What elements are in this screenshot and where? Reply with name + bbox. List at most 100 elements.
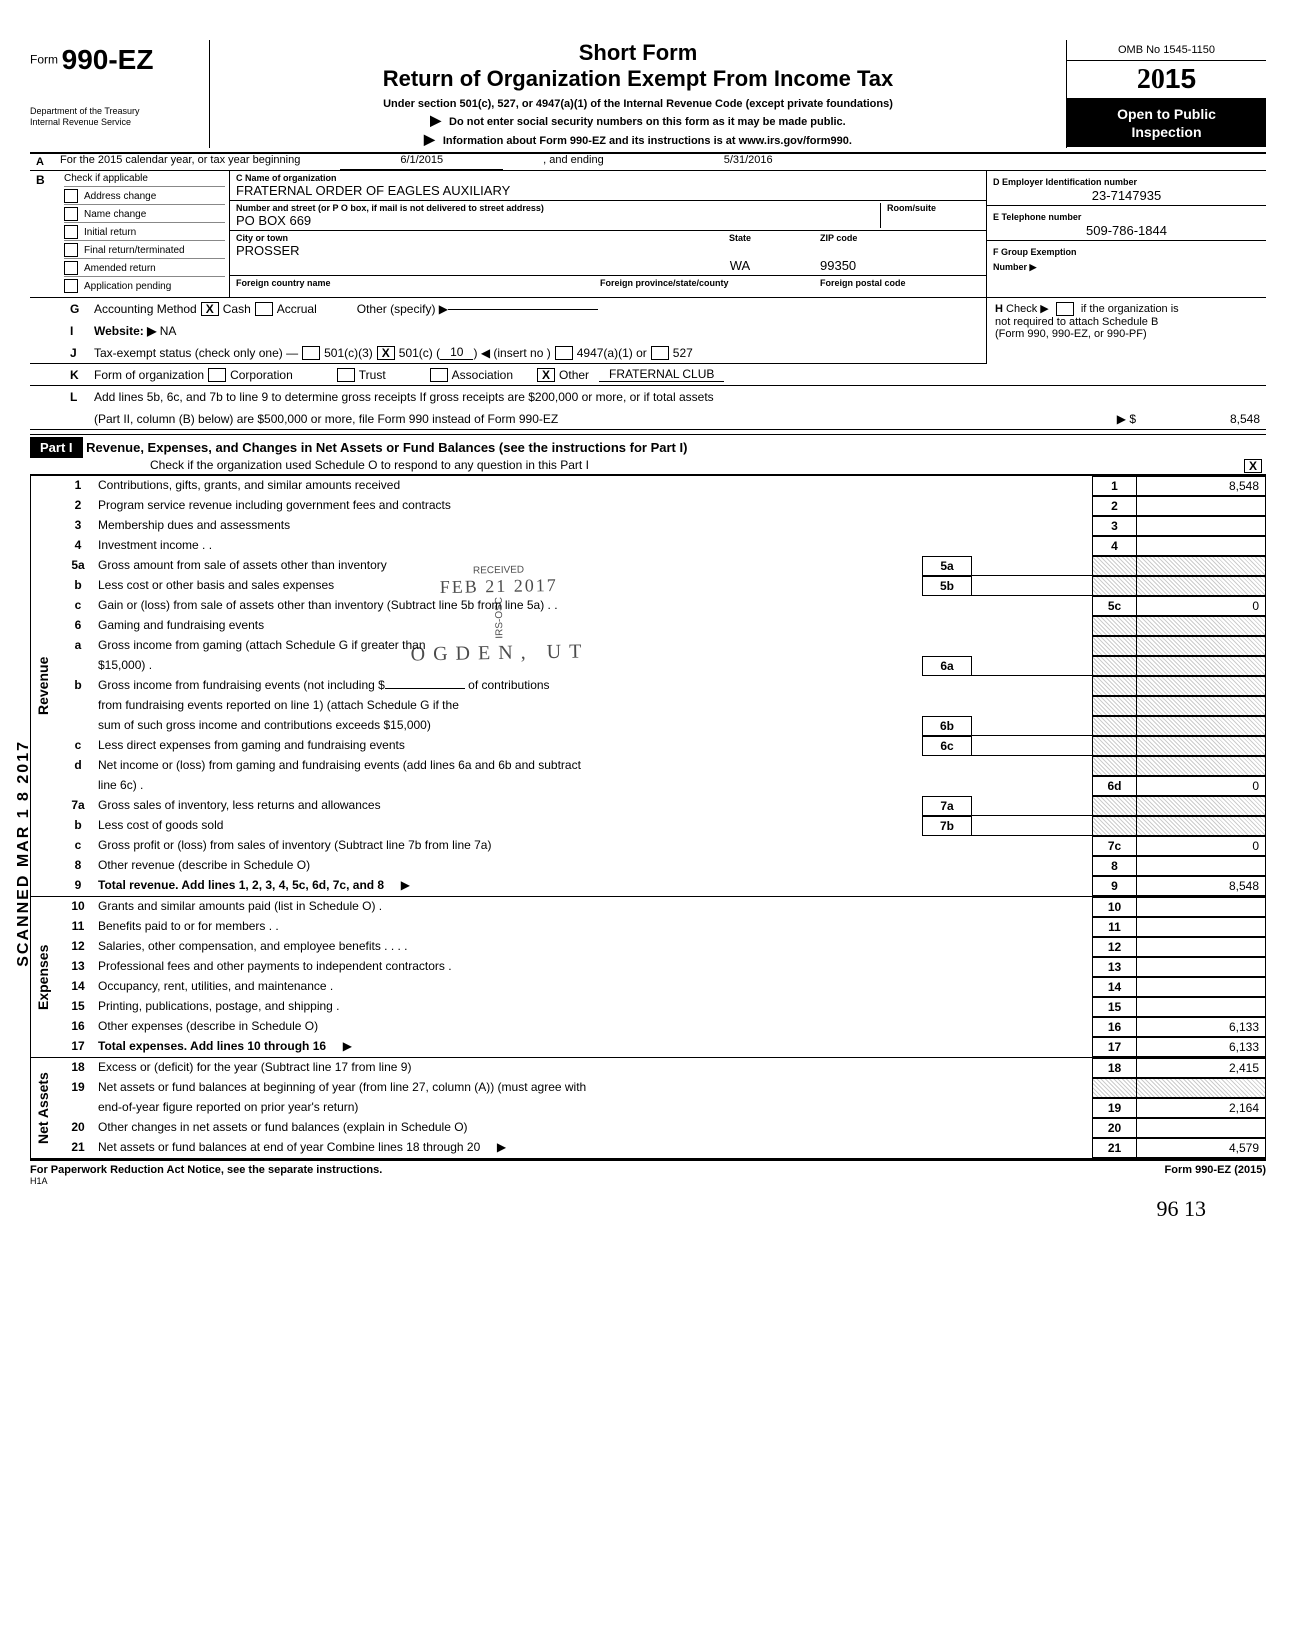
line-6b-desc: Gross income from fundraising events (no… [98, 678, 385, 692]
h-text4: (Form 990, 990-EZ, or 990-PF) [995, 328, 1147, 340]
h-text3: not required to attach Schedule B [995, 316, 1158, 328]
line-20-desc: Other changes in net assets or fund bala… [98, 1118, 1092, 1138]
group-exemption-label: F Group Exemption [993, 247, 1077, 257]
cb-initial-return[interactable] [64, 225, 78, 239]
state-value: WA [730, 258, 750, 273]
line-6b-desc2: from fundraising events reported on line… [98, 696, 1092, 716]
line-7a-sh2 [1136, 796, 1266, 816]
line-6c-num: c [58, 736, 98, 756]
lbl-cash: Cash [223, 302, 251, 316]
line-19-num: 19 [58, 1078, 98, 1098]
label-g: G [70, 302, 94, 316]
line-6b-sh4 [1136, 696, 1266, 716]
open-public-1: Open to Public [1071, 105, 1262, 123]
cb-association[interactable] [430, 368, 448, 382]
line-19-rn: 19 [1092, 1098, 1136, 1118]
part-1-subcheck: Check if the organization used Schedule … [150, 458, 589, 472]
line-5a-mv [972, 556, 1092, 576]
line-6b-num: b [58, 676, 98, 696]
lbl-527: 527 [673, 346, 693, 360]
lbl-amended-return: Amended return [84, 263, 156, 274]
h-text2: if the organization is [1081, 303, 1179, 315]
line-11-rn: 11 [1092, 917, 1136, 937]
label-a: A [30, 154, 60, 170]
lbl-final-return: Final return/terminated [84, 245, 185, 256]
line-6b-desc1b: of contributions [468, 678, 549, 692]
line-6c-sh1 [1092, 736, 1136, 756]
line-6c-mv [972, 736, 1092, 756]
tax-year-begin: 6/1/2015 [340, 154, 503, 170]
other-specify-field[interactable] [448, 309, 598, 310]
line-3-num: 3 [58, 516, 98, 536]
cb-amended-return[interactable] [64, 261, 78, 275]
line-17-desc: Total expenses. Add lines 10 through 16 [98, 1039, 326, 1053]
cb-address-change[interactable] [64, 189, 78, 203]
cb-trust[interactable] [337, 368, 355, 382]
cb-schedule-o[interactable]: X [1244, 459, 1262, 473]
cb-corporation[interactable] [208, 368, 226, 382]
line-6-num: 6 [58, 616, 98, 636]
line-16-rn: 16 [1092, 1017, 1136, 1037]
line-10-rv [1136, 897, 1266, 917]
line-6d-sh2 [1136, 756, 1266, 776]
cb-accrual[interactable] [255, 302, 273, 316]
gross-receipts-value: 8,548 [1136, 412, 1266, 426]
line-13-num: 13 [58, 957, 98, 977]
line-6a-sh4 [1136, 656, 1266, 676]
cb-501c3[interactable] [302, 346, 320, 360]
line-4-rn: 4 [1092, 536, 1136, 556]
line-6b-sh3 [1092, 696, 1136, 716]
org-name: FRATERNAL ORDER OF EAGLES AUXILIARY [236, 183, 980, 198]
cb-501c[interactable]: X [377, 346, 395, 360]
line-6b-fill [385, 688, 465, 689]
line-2-num: 2 [58, 496, 98, 516]
line-17-rn: 17 [1092, 1037, 1136, 1057]
city-label: City or town [236, 233, 660, 243]
open-public-2: Inspection [1071, 123, 1262, 141]
line-6c-mn: 6c [922, 736, 972, 756]
line-15-num: 15 [58, 997, 98, 1017]
form-of-org-label: Form of organization [94, 368, 204, 382]
line-12-rv [1136, 937, 1266, 957]
line-7b-mn: 7b [922, 816, 972, 836]
h1a-code: H1A [30, 1176, 382, 1186]
line-7a-desc: Gross sales of inventory, less returns a… [98, 796, 922, 816]
cb-schedule-b[interactable] [1056, 302, 1074, 316]
line-5b-mn: 5b [922, 576, 972, 596]
line-18-desc: Excess or (deficit) for the year (Subtra… [98, 1058, 1092, 1078]
line-1-num: 1 [58, 476, 98, 496]
cb-527[interactable] [651, 346, 669, 360]
line-7b-sh1 [1092, 816, 1136, 836]
group-exemption-number: Number ▶ [993, 262, 1036, 272]
line-9-rn: 9 [1092, 876, 1136, 896]
line-6d-desc: Net income or (loss) from gaming and fun… [98, 756, 1092, 776]
line-15-desc: Printing, publications, postage, and shi… [98, 997, 1092, 1017]
line-1-rv: 8,548 [1136, 476, 1266, 496]
cb-cash[interactable]: X [201, 302, 219, 316]
line-5b-rshaded [1136, 576, 1266, 596]
label-b: B [30, 171, 60, 297]
part-1-title: Revenue, Expenses, and Changes in Net As… [86, 440, 687, 455]
cb-application-pending[interactable] [64, 279, 78, 293]
line-14-num: 14 [58, 977, 98, 997]
line-20-rn: 20 [1092, 1118, 1136, 1138]
line-6c-desc: Less direct expenses from gaming and fun… [98, 736, 922, 756]
cb-final-return[interactable] [64, 243, 78, 257]
line-7b-mv [972, 816, 1092, 836]
dept-treasury: Department of the Treasury [30, 106, 199, 117]
line-4-num: 4 [58, 536, 98, 556]
cb-4947a1[interactable] [555, 346, 573, 360]
line-5a-shaded [1092, 556, 1136, 576]
cb-other-org[interactable]: X [537, 368, 555, 382]
accounting-method-label: Accounting Method [94, 302, 197, 316]
revenue-side-label: Revenue [30, 476, 58, 896]
line-21-rn: 21 [1092, 1138, 1136, 1158]
line-19-desc2: end-of-year figure reported on prior yea… [98, 1098, 1092, 1118]
line-2-desc: Program service revenue including govern… [98, 496, 1092, 516]
line-7a-num: 7a [58, 796, 98, 816]
501c-number: 10 [440, 345, 473, 360]
lbl-other-specify: Other (specify) ▶ [357, 302, 448, 316]
lbl-corporation: Corporation [230, 368, 293, 382]
cb-name-change[interactable] [64, 207, 78, 221]
line-6-shaded [1092, 616, 1136, 636]
